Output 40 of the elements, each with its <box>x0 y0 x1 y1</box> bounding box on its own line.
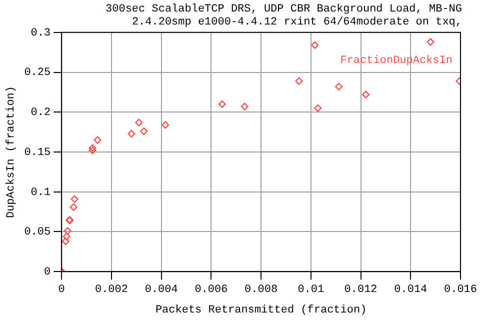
point <box>94 136 102 144</box>
x-tick-label: 0.012 <box>344 284 378 296</box>
x-tick-label: 0 <box>58 284 65 296</box>
point <box>295 77 303 85</box>
chart-title: 300sec ScalableTCP DRS, UDP CBR Background Load, MB-NG 2.4.20smp e1000-4.4.12 rxint 64/64moderate on txq, <box>106 4 462 29</box>
x-tick-label: 0.014 <box>394 284 428 296</box>
y-tick-label: 0.15 <box>24 146 51 159</box>
y-tick-label: 0 <box>44 266 51 279</box>
x-tick-label: 0.01 <box>298 284 325 296</box>
point <box>335 82 343 90</box>
point <box>64 227 72 235</box>
point <box>128 130 136 138</box>
point <box>62 232 70 240</box>
point <box>311 41 319 49</box>
point <box>88 146 96 154</box>
y-axis-title: DupAcksIn (fraction) <box>6 86 18 218</box>
point <box>135 118 143 126</box>
point <box>240 102 248 110</box>
point <box>314 104 322 112</box>
y-tick-label: 0.2 <box>30 107 51 120</box>
x-axis-title: Packets Retransmitted (fraction) <box>155 304 367 316</box>
point <box>218 100 226 108</box>
x-tick-label: 0.006 <box>194 284 228 296</box>
x-tick-label: 0.002 <box>94 284 128 296</box>
y-tick-label: 0.25 <box>24 67 51 80</box>
point <box>162 121 170 129</box>
y-tick-label: 0.1 <box>30 186 51 199</box>
y-tick-label: 0.3 <box>30 27 51 40</box>
y-tick-label: 0.05 <box>24 226 51 239</box>
point <box>70 203 78 211</box>
point <box>362 90 370 98</box>
series-label: FractionDupAcksIn <box>340 54 452 67</box>
point <box>70 195 78 203</box>
point <box>426 38 434 46</box>
point <box>88 144 96 152</box>
point <box>140 127 148 136</box>
x-tick-label: 0.008 <box>244 284 278 296</box>
x-tick-label: 0.016 <box>444 284 478 296</box>
x-tick-label: 0.004 <box>144 284 178 296</box>
point <box>62 238 70 246</box>
